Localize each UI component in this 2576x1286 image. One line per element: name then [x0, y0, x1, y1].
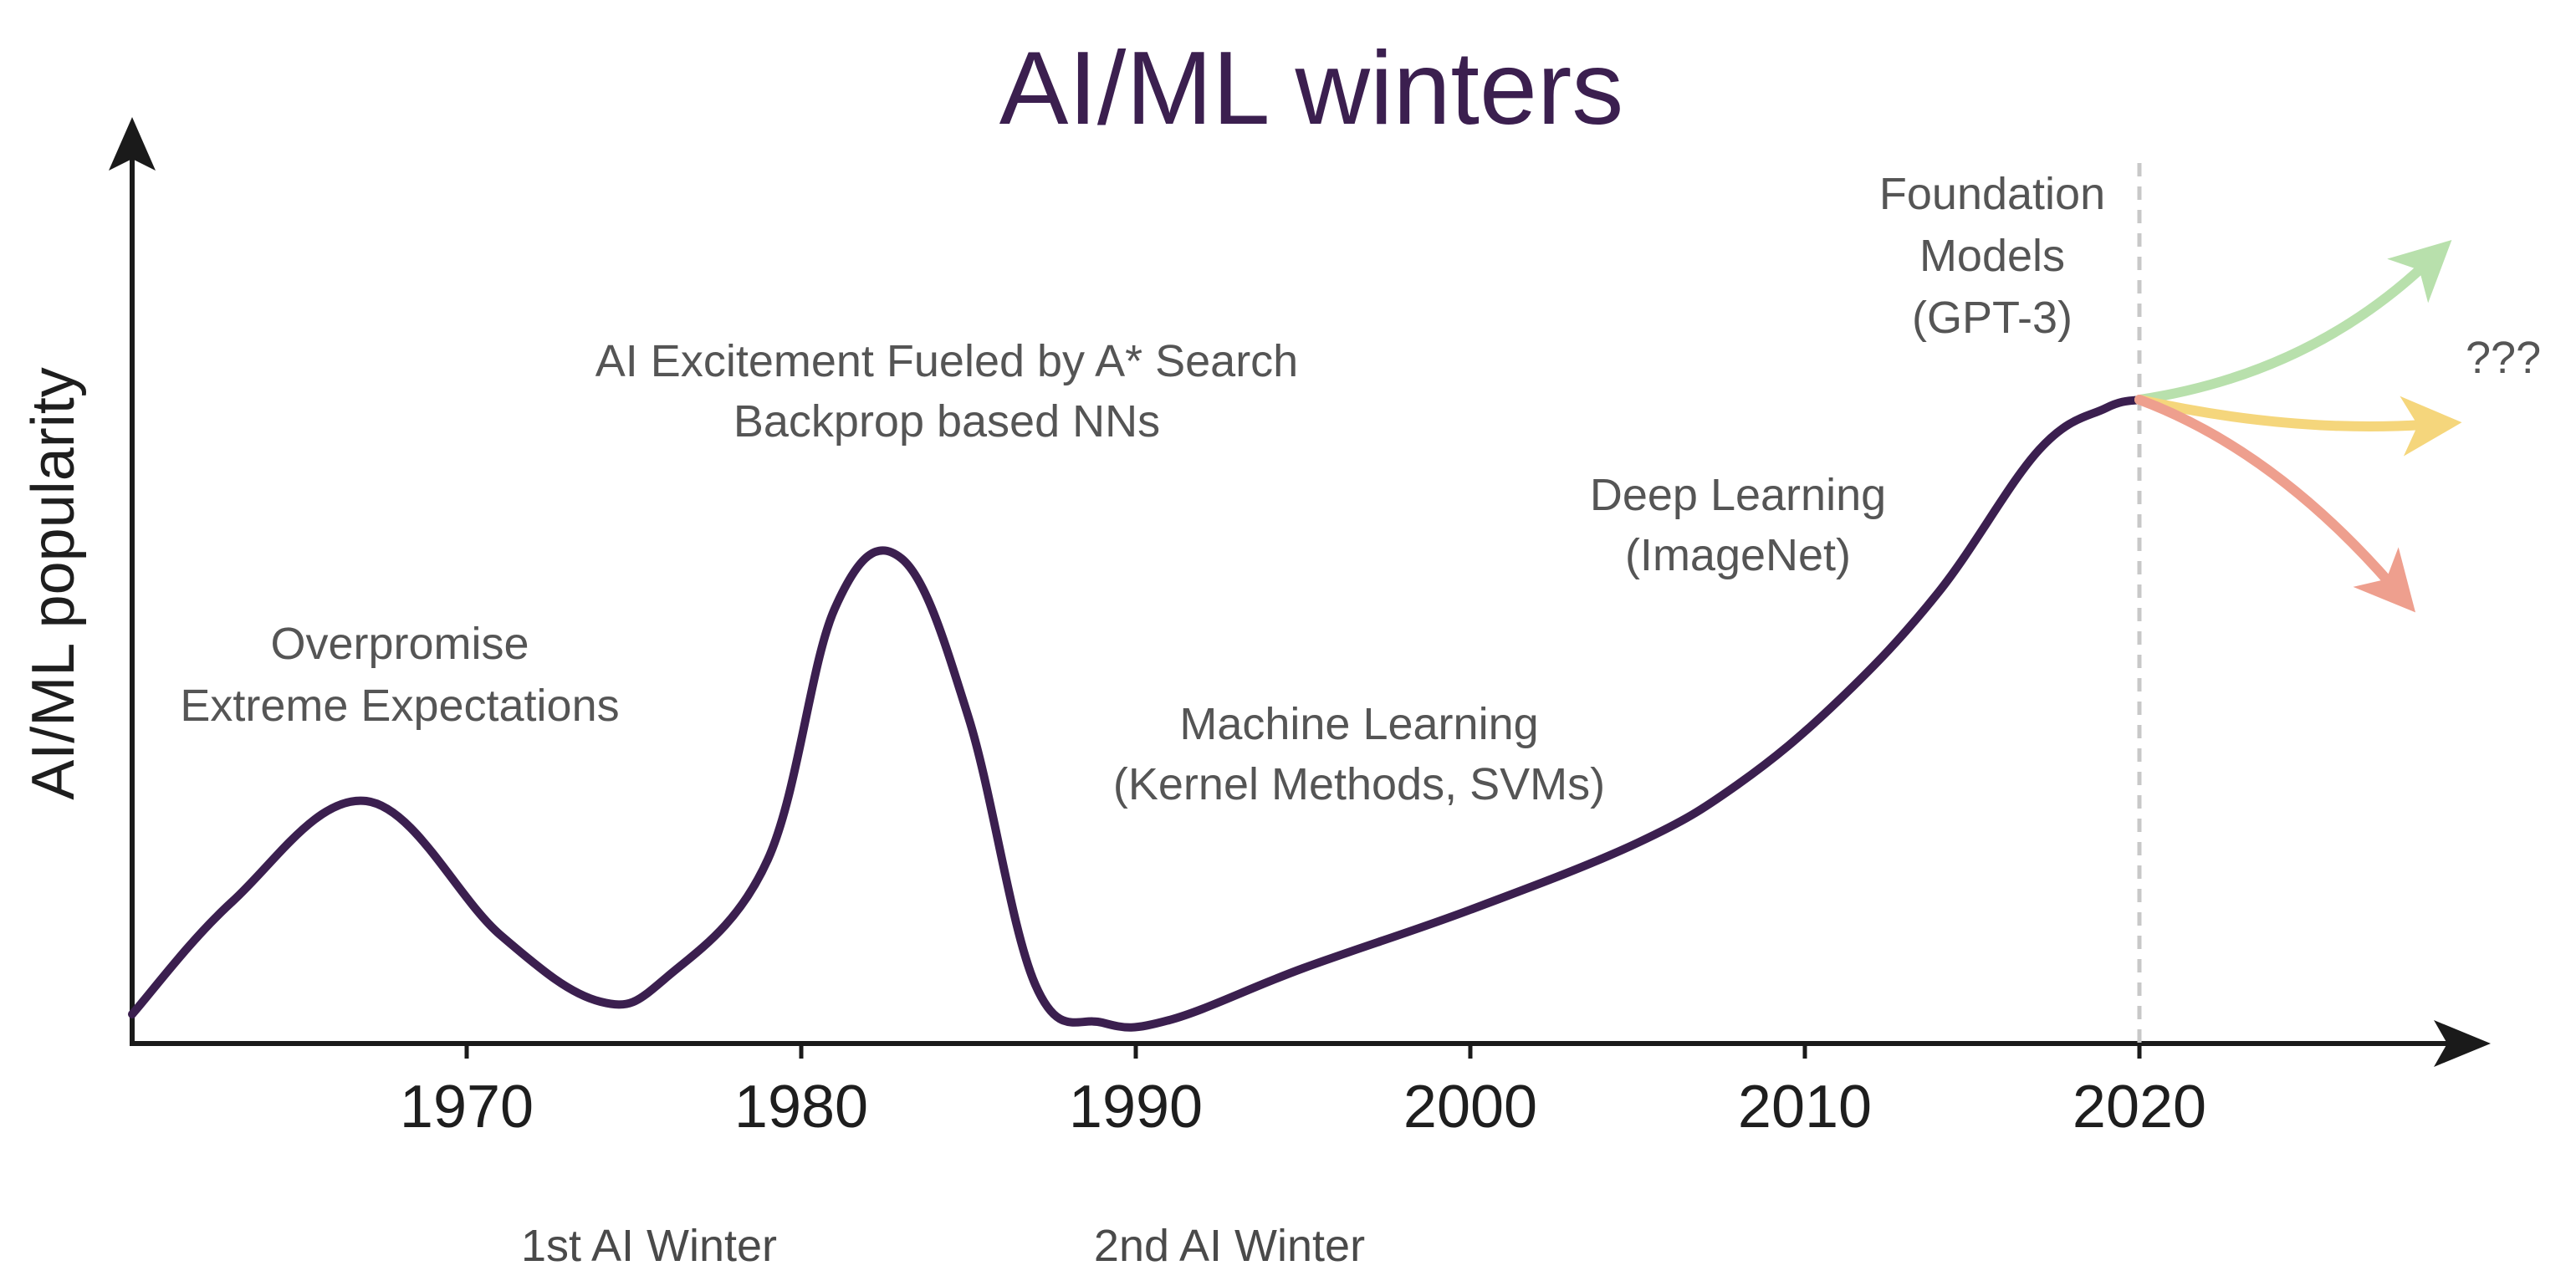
flat-future-arrow	[2134, 395, 2462, 457]
foundation-models-annotation-line2: Models	[1919, 231, 2065, 281]
deep-learning-annotation-line2: (ImageNet)	[1625, 530, 1851, 580]
y-axis-arrowhead	[109, 117, 156, 171]
x-axis-arrowhead	[2434, 1020, 2491, 1067]
x-tick-label: 1970	[400, 1074, 534, 1141]
ai-excitement-annotation-line2: Backprop based NNs	[733, 396, 1160, 447]
ai-excitement-annotation-line1: AI Excitement Fueled by A* Search	[595, 336, 1298, 386]
x-tick-label: 1990	[1069, 1074, 1203, 1141]
optimistic-future-arrow	[2134, 239, 2452, 405]
x-tick-label: 2020	[2073, 1074, 2206, 1141]
x-axis-ticks: 1970 1980 1990 2000 2010 2020	[400, 1044, 2206, 1141]
popularity-curve	[128, 395, 2144, 1032]
x-tick-label: 2000	[1403, 1074, 1537, 1141]
machine-learning-annotation-line1: Machine Learning	[1179, 699, 1538, 749]
unknown-future-label: ???	[2466, 333, 2541, 383]
y-axis-label: AI/ML popularity	[20, 367, 87, 800]
foundation-models-annotation-line1: Foundation	[1879, 169, 2105, 219]
pessimistic-future-arrow	[2134, 395, 2416, 613]
foundation-models-annotation-line3: (GPT-3)	[1912, 293, 2073, 343]
first-ai-winter-label: 1st AI Winter	[521, 1221, 777, 1271]
deep-learning-annotation-line1: Deep Learning	[1590, 470, 1886, 520]
chart-title: AI/ML winters	[999, 31, 1623, 146]
machine-learning-annotation-line2: (Kernel Methods, SVMs)	[1113, 759, 1605, 809]
overpromise-annotation-line1: Overpromise	[270, 619, 529, 669]
overpromise-annotation-line2: Extreme Expectations	[180, 681, 619, 731]
x-tick-label: 1980	[734, 1074, 868, 1141]
second-ai-winter-label: 2nd AI Winter	[1094, 1221, 1365, 1271]
x-tick-label: 2010	[1738, 1074, 1872, 1141]
